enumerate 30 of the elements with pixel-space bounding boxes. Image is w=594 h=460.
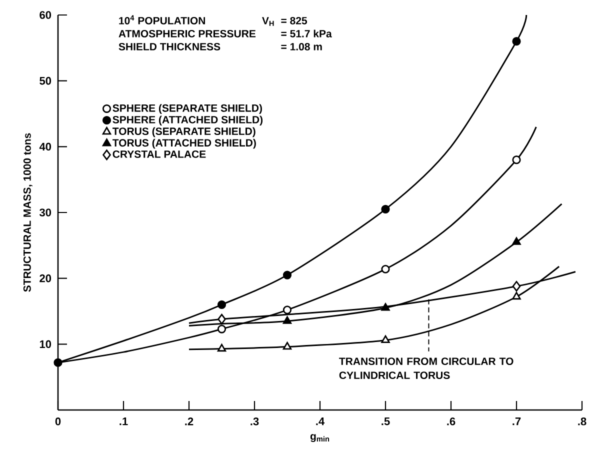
x-tick-label: .5 (382, 418, 390, 426)
y-tick-label: 50 (40, 76, 52, 85)
x-tick-label: 0 (55, 418, 61, 426)
annotation: 10$^{4}$ POPULATION (119, 15, 205, 24)
x-tick-label: .6 (447, 418, 456, 426)
x-tick-label: .3 (250, 418, 259, 426)
y-tick-label: 30 (39, 208, 52, 216)
legend-label: TORUS (SEPARATE SHIELD) (112, 127, 256, 138)
legend-label: SPHERE (ATTACHED SHIELD) (112, 116, 263, 126)
x-tick-label: .1 (120, 418, 128, 426)
y-tick-label: 20 (40, 274, 52, 282)
annotation: SHIELD THICKNESS (118, 42, 220, 50)
x-tick-label: .4 (316, 418, 325, 426)
y-axis-title: STRUCTURAL MASS, 1000 tons (23, 133, 32, 292)
annotation: = 51.7 kPa (281, 30, 332, 38)
annotation: ATMOSPHERIC PRESSURE (118, 30, 256, 38)
y-tick-label: 60 (40, 11, 52, 19)
legend-label: TORUS (ATTACHED SHIELD) (112, 138, 256, 149)
legend-label: SPHERE (SEPARATE SHIELD) (112, 104, 262, 114)
y-tick-label: 10 (40, 340, 52, 348)
x-axis-title: g$_{min}$ (310, 434, 330, 442)
x-tick-label: .8 (578, 418, 586, 426)
legend-label: CRYSTAL PALACE (112, 150, 206, 158)
annotation: V$_{H}$ (262, 17, 274, 26)
x-tick-label: .7 (512, 418, 521, 426)
annotation: TRANSITION FROM CIRCULAR TO CYLINDRICAL TORUS (339, 358, 514, 380)
y-tick-label: 40 (39, 142, 52, 151)
x-tick-label: .2 (185, 418, 194, 426)
annotation: = 825 (281, 16, 308, 24)
annotation: = 1.08 m (281, 42, 322, 50)
